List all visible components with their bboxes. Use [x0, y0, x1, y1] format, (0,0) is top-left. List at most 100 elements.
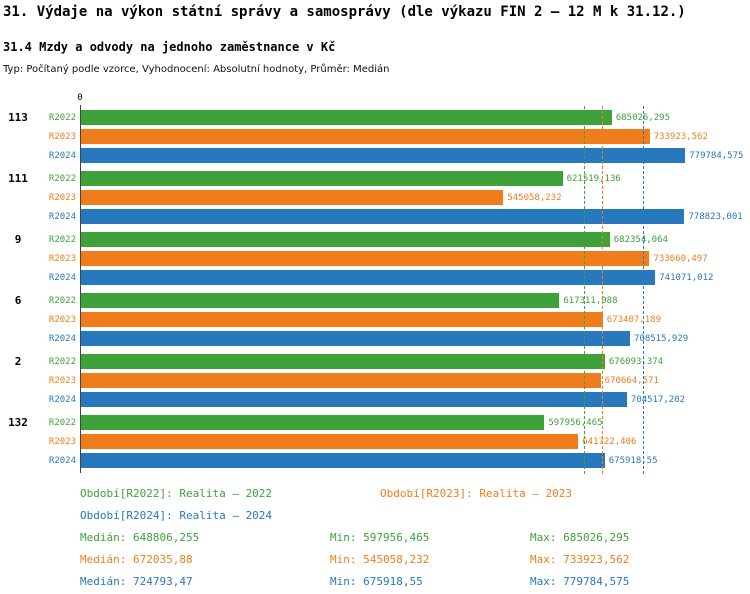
period-label: R2023	[48, 436, 76, 447]
bar-row: R2023 673407,189	[0, 310, 750, 329]
period-label: R2024	[48, 333, 76, 344]
period-label: R2022	[48, 234, 76, 245]
group-label: 2	[14, 355, 22, 368]
bar-value-label: 597956,465	[548, 417, 603, 428]
bar	[81, 251, 650, 266]
bar-value-label: 670664,571	[604, 375, 659, 386]
bar	[81, 148, 686, 163]
bar-track: 676093,374	[81, 354, 745, 369]
stat-min-R2022: Min: 597956,465	[330, 531, 430, 544]
bar-value-label: 621519,136	[566, 173, 621, 184]
stat-median-R2024: Medián: 724793,47	[80, 575, 193, 588]
stat-min-R2023: Min: 545058,232	[330, 553, 430, 566]
bar-value-label: 676093,374	[608, 356, 664, 367]
bar-track: 617311,988	[81, 293, 745, 308]
chart-meta: Typ: Počítaný podle vzorce, Vyhodnocení:…	[3, 64, 390, 75]
period-label: R2023	[48, 375, 76, 386]
bar	[81, 453, 605, 468]
bar-value-label: 778823,001	[688, 211, 743, 222]
stat-max-R2024: Max: 779784,575	[530, 575, 630, 588]
stat-median-R2022: Medián: 648806,255	[80, 531, 200, 544]
bar-value-label: 641722,406	[582, 436, 637, 447]
bar-value-label: 675918,55	[608, 455, 658, 466]
bar	[81, 331, 630, 346]
period-label: R2024	[48, 455, 76, 466]
group-label: 111	[8, 172, 28, 185]
stat-max-R2023: Max: 733923,562	[530, 553, 630, 566]
bar-group: 6 R2022 617311,988 R2023 673407,189 R2024 7085…	[0, 291, 750, 348]
period-label: R2023	[48, 253, 76, 264]
bar	[81, 110, 612, 125]
period-label: R2022	[48, 356, 76, 367]
legend-item-R2023: Období[R2023]: Realita – 2023	[380, 487, 573, 500]
period-label: R2024	[48, 211, 76, 222]
bar-row: R2023 641722,406	[0, 432, 750, 451]
bar-track: 778823,001	[81, 209, 745, 224]
period-label: R2023	[48, 314, 76, 325]
bar-row: R2023 733923,562	[0, 127, 750, 146]
bar	[81, 209, 685, 224]
group-label: 113	[8, 111, 28, 124]
chart-title: 31. Výdaje na výkon státní správy a samo…	[3, 4, 686, 20]
bar-row: R2023 670664,571	[0, 371, 750, 390]
bar-row: 132 R2022 597956,465	[0, 413, 750, 432]
period-label: R2024	[48, 150, 76, 161]
chart-subtitle: 31.4 Mzdy a odvody na jednoho zaměstnanc…	[3, 40, 336, 54]
bar-row: R2024 741071,012	[0, 268, 750, 287]
bar-group: 111 R2022 621519,136 R2023 545058,232 R2024 77…	[0, 169, 750, 226]
bar-value-label: 741071,012	[659, 272, 714, 283]
bar-row: 9 R2022 682354,064	[0, 230, 750, 249]
bar	[81, 373, 601, 388]
bar-value-label: 617311,988	[563, 295, 618, 306]
bar-value-label: 685026,295	[615, 112, 670, 123]
bar-row: 6 R2022 617311,988	[0, 291, 750, 310]
bar-value-label: 704517,202	[630, 394, 686, 405]
stat-min-R2024: Min: 675918,55	[330, 575, 423, 588]
group-label: 132	[8, 416, 28, 429]
bar-row: R2024 708515,929	[0, 329, 750, 348]
group-label: 6	[14, 294, 22, 307]
bar	[81, 312, 603, 327]
bar-row: R2024 778823,001	[0, 207, 750, 226]
bar-track: 545058,232	[81, 190, 745, 205]
bar-track: 597956,465	[81, 415, 745, 430]
bar-row: R2024 779784,575	[0, 146, 750, 165]
bar-track: 733923,562	[81, 129, 745, 144]
bar-row: R2024 704517,202	[0, 390, 750, 409]
bar-group: 2 R2022 676093,374 R2023 670664,571 R2024 7045…	[0, 352, 750, 409]
bar-row: 2 R2022 676093,374	[0, 352, 750, 371]
bar-track: 675918,55	[81, 453, 745, 468]
bar-value-label: 779784,575	[689, 150, 744, 161]
bar-track: 685026,295	[81, 110, 745, 125]
legend-item-R2024: Období[R2024]: Realita – 2024	[80, 509, 273, 522]
period-label: R2023	[48, 192, 76, 203]
period-label: R2022	[48, 417, 76, 428]
bar	[81, 434, 579, 449]
stat-max-R2022: Max: 685026,295	[530, 531, 630, 544]
bar	[81, 293, 560, 308]
bar-group: 9 R2022 682354,064 R2023 733660,497 R2024 7410…	[0, 230, 750, 287]
bar-track: 673407,189	[81, 312, 745, 327]
value-axis-line	[80, 105, 81, 473]
axis-zero-label: 0	[77, 93, 83, 103]
bar	[81, 392, 627, 407]
period-label: R2022	[48, 173, 76, 184]
bar-track: 641722,406	[81, 434, 745, 449]
bar	[81, 354, 605, 369]
bar	[81, 232, 610, 247]
period-label: R2022	[48, 112, 76, 123]
bar-track: 779784,575	[81, 148, 745, 163]
period-label: R2024	[48, 394, 76, 405]
bar-value-label: 733923,562	[653, 131, 708, 142]
bar-row: R2023 733660,497	[0, 249, 750, 268]
bar-track: 621519,136	[81, 171, 745, 186]
bar-row: R2023 545058,232	[0, 188, 750, 207]
bar-group: 113 R2022 685026,295 R2023 733923,562 R2024 77…	[0, 108, 750, 165]
bar-value-label: 682354,064	[613, 234, 668, 245]
legend-item-R2022: Období[R2022]: Realita – 2022	[80, 487, 273, 500]
bar-track: 670664,571	[81, 373, 745, 388]
bar-value-label: 673407,189	[606, 314, 661, 325]
bar	[81, 415, 545, 430]
bar-row: 111 R2022 621519,136	[0, 169, 750, 188]
